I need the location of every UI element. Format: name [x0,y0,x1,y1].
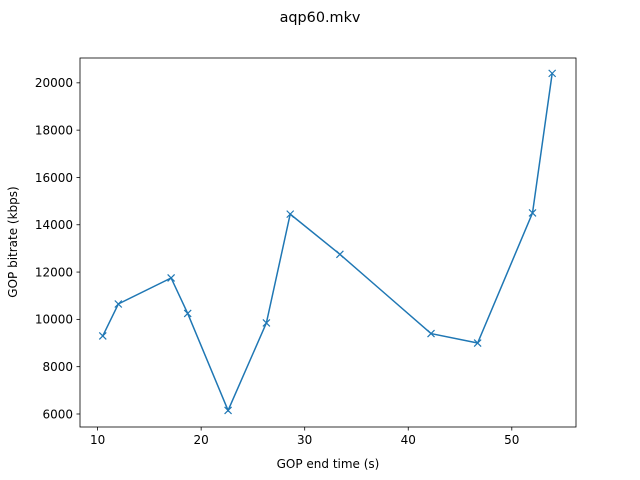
x-marker-stroke [167,274,176,282]
y-tick-label: 6000 [42,407,73,421]
y-tick-label: 18000 [35,123,73,137]
y-tick-label: 20000 [35,76,73,90]
y-tick-label: 14000 [35,218,73,232]
data-point [114,300,123,308]
data-point [183,309,192,318]
data-point [224,406,232,415]
y-tick-label: 12000 [35,265,73,279]
series-markers [98,69,557,415]
data-point [98,332,107,340]
x-tick-label: 30 [297,433,312,447]
y-axis-label: GOP bitrate (kbps) [6,186,20,297]
data-point [548,69,557,78]
x-tick-label: 50 [504,433,519,447]
x-marker-stroke [262,318,271,327]
x-tick-label: 20 [194,433,209,447]
data-point [427,329,435,338]
data-point [286,210,295,219]
x-axis-label: GOP end time (s) [277,457,380,471]
plot-frame [79,57,577,428]
x-marker-stroke [335,250,344,259]
data-point [528,209,537,217]
data-point [335,250,344,259]
x-marker-stroke [473,339,482,347]
x-tick-label: 10 [90,433,105,447]
x-marker-stroke [427,329,435,338]
data-point [473,339,482,347]
x-axis: 10 20 30 40 50 [90,427,519,447]
data-point [167,274,176,282]
y-tick-label: 16000 [35,171,73,185]
x-marker-stroke [224,406,232,415]
y-tick-label: 10000 [35,313,73,327]
data-point [262,318,271,327]
x-marker-stroke [183,309,192,318]
x-marker-stroke [114,300,123,308]
chart-title: aqp60.mkv [280,10,361,26]
x-tick-label: 40 [401,433,416,447]
x-marker-stroke [548,69,557,78]
x-marker-stroke [286,210,295,219]
y-tick-label: 8000 [42,360,73,374]
y-axis: 6000 8000 10000 12000 14000 16000 18000 20000 [35,76,80,421]
series-line [102,73,553,413]
x-marker-stroke [528,209,537,217]
x-marker-stroke [98,332,107,340]
